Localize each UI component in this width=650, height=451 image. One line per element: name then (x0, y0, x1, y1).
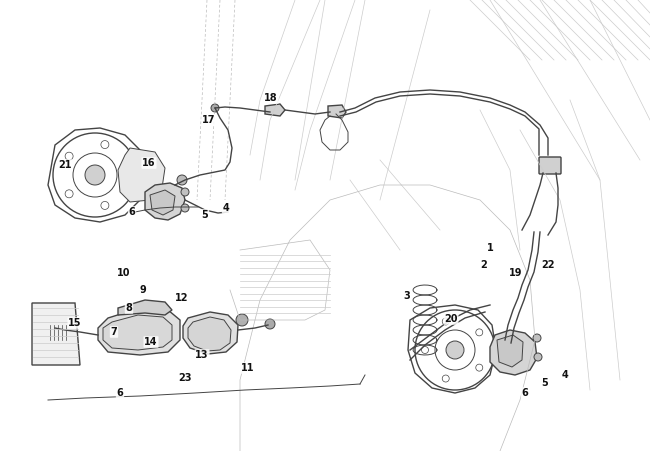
Text: 6: 6 (521, 388, 528, 398)
Text: 14: 14 (144, 337, 158, 347)
Text: 17: 17 (202, 115, 216, 125)
Polygon shape (32, 303, 80, 365)
Polygon shape (98, 308, 180, 355)
Text: 20: 20 (444, 314, 458, 324)
Polygon shape (188, 317, 231, 351)
Text: 2: 2 (480, 260, 488, 270)
Text: 3: 3 (404, 291, 410, 301)
Polygon shape (45, 323, 58, 340)
Circle shape (534, 353, 542, 361)
Text: 7: 7 (111, 327, 118, 337)
Circle shape (265, 319, 275, 329)
Circle shape (446, 341, 464, 359)
Text: 18: 18 (264, 93, 278, 103)
Circle shape (236, 314, 248, 326)
Text: 6: 6 (129, 207, 135, 217)
Text: 1: 1 (487, 243, 493, 253)
Text: 6: 6 (116, 388, 124, 398)
Text: 5: 5 (202, 210, 209, 220)
Text: 21: 21 (58, 160, 72, 170)
Circle shape (85, 165, 105, 185)
Text: 15: 15 (68, 318, 82, 328)
Text: 4: 4 (562, 370, 568, 380)
Polygon shape (490, 330, 537, 375)
Text: 8: 8 (125, 303, 133, 313)
Text: 11: 11 (241, 363, 255, 373)
Polygon shape (118, 148, 165, 202)
Polygon shape (328, 105, 346, 118)
FancyBboxPatch shape (539, 157, 561, 174)
Circle shape (533, 334, 541, 342)
Polygon shape (150, 190, 175, 215)
Circle shape (211, 104, 219, 112)
Text: 13: 13 (195, 350, 209, 360)
Text: 22: 22 (541, 260, 554, 270)
Polygon shape (183, 312, 238, 354)
Text: 16: 16 (142, 158, 156, 168)
Text: 12: 12 (176, 293, 188, 303)
Text: 23: 23 (178, 373, 192, 383)
Polygon shape (145, 183, 185, 220)
Text: 10: 10 (117, 268, 131, 278)
Polygon shape (497, 335, 523, 367)
Polygon shape (103, 315, 172, 350)
Text: 19: 19 (509, 268, 523, 278)
Text: 5: 5 (541, 378, 549, 388)
Polygon shape (265, 104, 285, 116)
Text: 9: 9 (140, 285, 146, 295)
Circle shape (177, 175, 187, 185)
Polygon shape (118, 300, 172, 315)
Circle shape (181, 188, 189, 196)
Circle shape (181, 204, 189, 212)
Text: 4: 4 (222, 203, 229, 213)
